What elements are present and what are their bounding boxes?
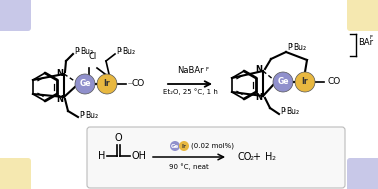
Text: OH: OH <box>131 151 146 161</box>
Text: P: P <box>280 108 285 116</box>
Text: F: F <box>370 35 373 40</box>
Text: P: P <box>116 47 121 57</box>
Text: Ge: Ge <box>277 77 289 87</box>
Text: CO: CO <box>131 80 144 88</box>
Text: Cl: Cl <box>89 52 97 61</box>
Text: t: t <box>284 108 285 113</box>
Text: 90 °C, neat: 90 °C, neat <box>169 164 209 170</box>
Text: (0.02 mol%): (0.02 mol%) <box>191 143 234 149</box>
Text: 2: 2 <box>271 156 275 161</box>
Text: N: N <box>56 94 64 104</box>
Text: Ir: Ir <box>104 80 110 88</box>
FancyBboxPatch shape <box>347 158 378 189</box>
FancyBboxPatch shape <box>347 0 378 31</box>
Text: H: H <box>98 151 105 161</box>
Text: Bu₂: Bu₂ <box>80 47 93 57</box>
Text: Ir: Ir <box>181 143 186 149</box>
Text: Et₂O, 25 °C, 1 h: Et₂O, 25 °C, 1 h <box>163 88 217 95</box>
Text: Ge: Ge <box>79 80 91 88</box>
Text: t: t <box>291 43 293 48</box>
Text: 2: 2 <box>249 156 253 161</box>
Text: P: P <box>74 47 79 57</box>
Circle shape <box>75 74 95 94</box>
Text: t: t <box>77 48 79 53</box>
Text: Ir: Ir <box>302 77 308 87</box>
FancyBboxPatch shape <box>87 127 345 188</box>
Text: BAr: BAr <box>358 38 373 47</box>
Text: +: + <box>252 152 260 162</box>
Text: P: P <box>79 111 84 119</box>
Text: O: O <box>114 133 122 143</box>
Text: Bu₂: Bu₂ <box>85 111 98 119</box>
FancyBboxPatch shape <box>0 158 31 189</box>
Text: F: F <box>206 67 209 72</box>
Text: t: t <box>119 48 121 53</box>
Text: P: P <box>287 43 291 51</box>
Text: N: N <box>56 68 64 77</box>
Text: Bu₂: Bu₂ <box>122 47 135 57</box>
Text: —: — <box>128 81 133 87</box>
Text: Bu₂: Bu₂ <box>286 108 299 116</box>
Text: NaBAr: NaBAr <box>177 66 203 75</box>
Text: Bu₂: Bu₂ <box>293 43 306 51</box>
Circle shape <box>179 141 189 151</box>
Text: H: H <box>265 152 273 162</box>
Text: N: N <box>256 64 262 74</box>
Text: N: N <box>256 94 262 102</box>
FancyBboxPatch shape <box>0 0 31 31</box>
Circle shape <box>273 72 293 92</box>
Text: Ge: Ge <box>171 143 179 149</box>
Text: t: t <box>82 111 85 116</box>
Text: CO: CO <box>238 152 253 162</box>
Circle shape <box>170 141 180 151</box>
Text: CO: CO <box>328 77 341 87</box>
Circle shape <box>97 74 117 94</box>
Circle shape <box>295 72 315 92</box>
